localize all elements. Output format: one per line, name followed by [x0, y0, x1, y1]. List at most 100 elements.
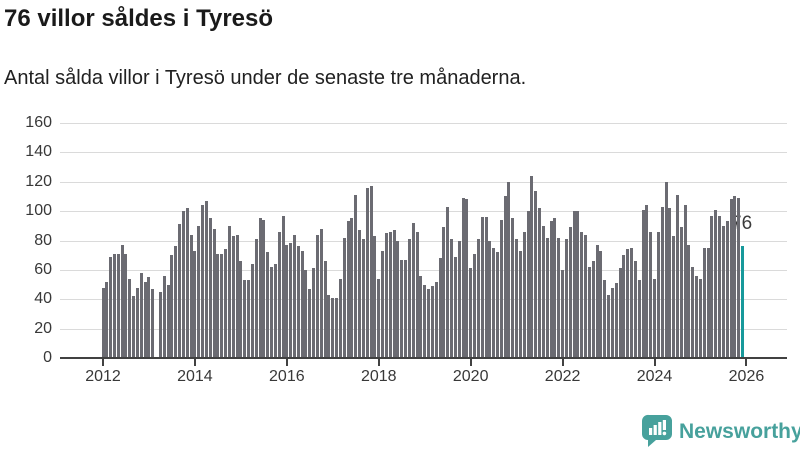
- bar: [381, 250, 385, 358]
- bar: [630, 247, 634, 358]
- bar: [664, 181, 668, 358]
- bar: [721, 225, 725, 358]
- bar: [469, 268, 473, 358]
- bar: [220, 253, 224, 358]
- bar: [576, 211, 580, 358]
- bar: [541, 225, 545, 358]
- bar: [737, 197, 741, 358]
- bar: [331, 297, 335, 358]
- x-axis-tick-label: 2020: [452, 368, 489, 385]
- bar: [162, 275, 166, 358]
- bar: [120, 244, 124, 358]
- bar: [702, 247, 706, 358]
- bar: [603, 280, 607, 358]
- bar: [614, 283, 618, 358]
- bar: [101, 287, 105, 358]
- bar: [733, 196, 737, 358]
- bar: [135, 287, 139, 358]
- bar: [208, 218, 212, 358]
- x-axis-tick-label: 2024: [636, 368, 673, 385]
- bar: [158, 291, 162, 358]
- bar: [714, 209, 718, 358]
- bar: [710, 215, 714, 358]
- bar: [166, 284, 170, 358]
- bar: [404, 259, 408, 358]
- bar: [687, 244, 691, 358]
- bar: [718, 215, 722, 358]
- bar: [216, 253, 220, 358]
- bar: [518, 250, 522, 358]
- bar: [457, 240, 461, 358]
- bar: [683, 205, 687, 358]
- page-title: 76 villor såldes i Tyresö: [4, 5, 274, 32]
- bar: [319, 228, 323, 358]
- bar: [212, 228, 216, 358]
- bar: [224, 249, 228, 358]
- bar: [116, 253, 120, 358]
- bar: [484, 217, 488, 358]
- bar: [243, 280, 247, 358]
- bar: [239, 261, 243, 358]
- bar: [465, 199, 469, 358]
- bar: [591, 261, 595, 358]
- bar: [300, 250, 304, 358]
- bar: [365, 187, 369, 358]
- y-gridline: [60, 240, 787, 242]
- bar: [277, 231, 281, 358]
- y-gridline: [60, 181, 787, 183]
- bar: [515, 239, 519, 358]
- bar: [174, 246, 178, 358]
- bar: [572, 211, 576, 358]
- bar: [373, 236, 377, 358]
- bar: [185, 208, 189, 358]
- bar: [549, 221, 553, 358]
- bar: [503, 196, 507, 358]
- bar: [568, 227, 572, 358]
- bar: [672, 236, 676, 358]
- bar: [124, 253, 128, 358]
- bar: [637, 280, 641, 358]
- bar: [281, 215, 285, 358]
- bar: [430, 286, 434, 358]
- logo-wordmark: Newsworthy: [679, 419, 800, 443]
- bar: [197, 225, 201, 358]
- bar: [181, 211, 185, 358]
- bar: [293, 234, 296, 358]
- bar: [273, 264, 277, 358]
- bar: [369, 186, 373, 358]
- bar: [296, 246, 300, 358]
- bar: [204, 200, 208, 358]
- bar: [112, 253, 116, 358]
- bar: [461, 197, 465, 358]
- bar: [507, 181, 511, 358]
- newsworthy-logo[interactable]: Newsworthy: [642, 414, 800, 447]
- bar: [231, 236, 235, 358]
- bar: [235, 234, 239, 358]
- bar: [247, 280, 251, 358]
- bar: [538, 208, 542, 358]
- x-axis-tick: [561, 359, 564, 366]
- bar: [411, 222, 415, 358]
- bar: [254, 239, 258, 358]
- bar: [407, 239, 411, 358]
- bar: [676, 194, 679, 358]
- bar: [270, 266, 274, 358]
- bar: [384, 233, 388, 358]
- bar: [653, 278, 657, 358]
- bar: [285, 244, 289, 358]
- bar: [446, 206, 450, 358]
- bar: [599, 250, 603, 358]
- x-axis-tick-label: 2012: [85, 368, 121, 385]
- bar: [679, 227, 683, 358]
- x-axis-tick: [377, 359, 380, 366]
- bar: [584, 234, 588, 358]
- bar: [691, 266, 695, 358]
- bar: [695, 275, 699, 358]
- bar: [595, 244, 599, 358]
- bar: [660, 206, 664, 358]
- bar: [610, 287, 614, 358]
- x-axis-tick-label: 2018: [360, 368, 397, 385]
- bar: [438, 258, 442, 358]
- bar: [266, 252, 270, 358]
